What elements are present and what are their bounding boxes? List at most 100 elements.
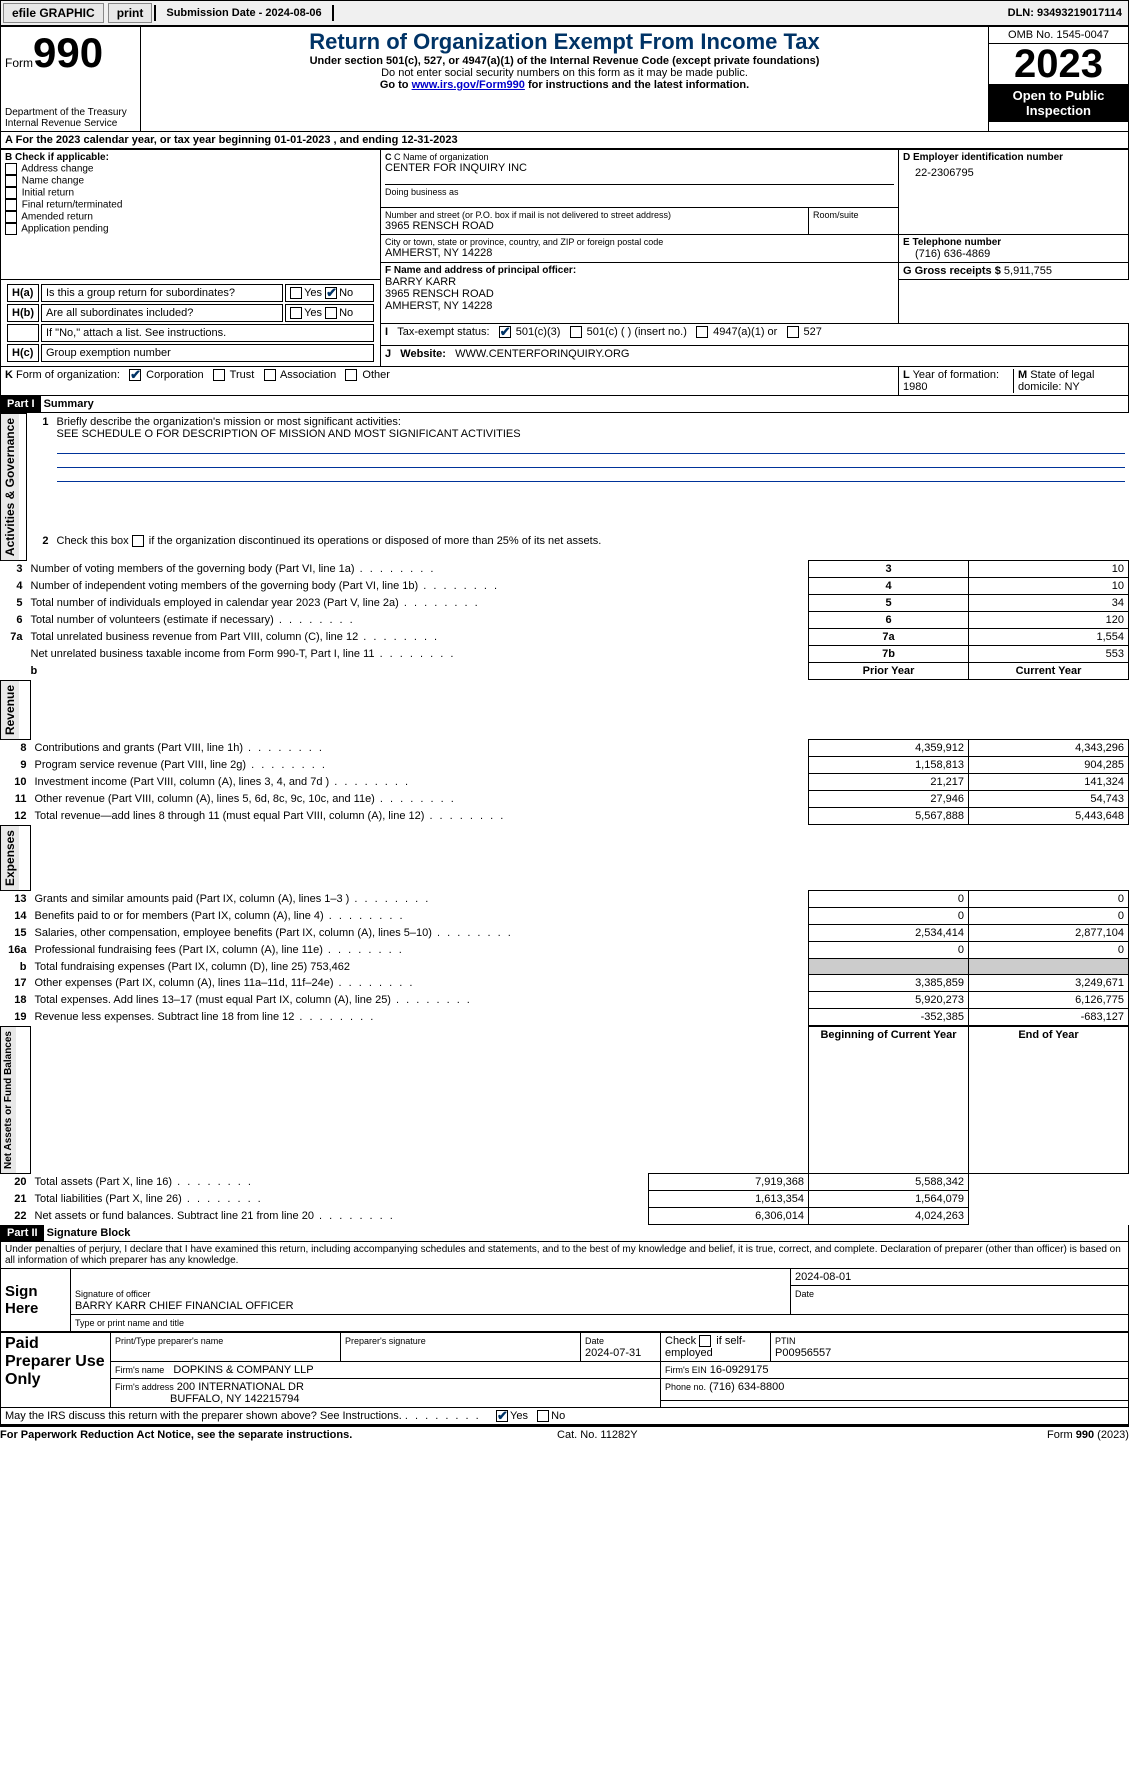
self-employed-checkbox[interactable] <box>699 1335 711 1347</box>
ein-label: D Employer identification number <box>903 152 1063 163</box>
i-checkbox[interactable] <box>570 326 582 338</box>
org-name-label: C C Name of organization <box>385 152 894 162</box>
preparer-block: Paid Preparer Use Only Print/Type prepar… <box>0 1332 1129 1408</box>
b-checkbox[interactable] <box>5 199 17 211</box>
dln: DLN: 93493219017114 <box>1008 7 1128 19</box>
year-formation: 1980 <box>903 381 927 393</box>
i-checkbox[interactable] <box>696 326 708 338</box>
firm-addr-label: Firm's address <box>115 1382 174 1392</box>
phone-label: E Telephone number <box>903 237 1001 248</box>
print-button[interactable]: print <box>108 3 153 23</box>
sign-here-label: Sign Here <box>1 1269 71 1332</box>
ptin: P00956557 <box>775 1347 831 1359</box>
street: 3965 RENSCH ROAD <box>385 220 804 232</box>
officer-street: 3965 RENSCH ROAD <box>385 288 894 300</box>
end-year-header: End of Year <box>969 1027 1129 1174</box>
hb-label: Are all subordinates included? <box>41 304 283 322</box>
city-label: City or town, state or province, country… <box>385 237 894 247</box>
part2-bar: Part II <box>1 1225 44 1241</box>
year-formation-label: Year of formation: <box>913 369 999 381</box>
prior-year-header: Prior Year <box>809 663 969 680</box>
dept-treasury: Department of the Treasury <box>5 107 136 118</box>
ein: 22-2306795 <box>903 163 1124 179</box>
b-checkbox[interactable] <box>5 175 17 187</box>
b-checkbox[interactable] <box>5 187 17 199</box>
subtitle-2: Do not enter social security numbers on … <box>145 67 984 79</box>
vlabel-revenue: Revenue <box>1 681 19 739</box>
sig-date-label: Date <box>795 1289 814 1299</box>
sig-officer: BARRY KARR CHIEF FINANCIAL OFFICER <box>75 1300 294 1312</box>
submission-date: Submission Date - 2024-08-06 <box>154 5 333 21</box>
efile-button[interactable]: efile GRAPHIC <box>3 3 104 23</box>
b-checkbox[interactable] <box>5 163 17 175</box>
ha-label: Is this a group return for subordinates? <box>41 284 283 302</box>
b-checkbox[interactable] <box>5 211 17 223</box>
firm-addr2: BUFFALO, NY 142215794 <box>170 1393 299 1405</box>
vlabel-netassets: Net Assets or Fund Balances <box>1 1027 16 1173</box>
subtitle-1: Under section 501(c), 527, or 4947(a)(1)… <box>145 55 984 67</box>
org-name: CENTER FOR INQUIRY INC <box>385 162 894 174</box>
irs-link[interactable]: www.irs.gov/Form990 <box>412 79 525 91</box>
k-checkbox[interactable] <box>264 369 276 381</box>
i-checkbox[interactable] <box>787 326 799 338</box>
k-checkbox[interactable] <box>345 369 357 381</box>
vlabel-governance: Activities & Governance <box>1 414 19 560</box>
form-number: Form990 <box>5 29 136 77</box>
i-checkbox[interactable] <box>499 326 511 338</box>
website-label: Website: <box>400 348 446 360</box>
may-no-checkbox[interactable] <box>537 1410 549 1422</box>
street-label: Number and street (or P.O. box if mail i… <box>385 210 804 220</box>
gross-receipts: 5,911,755 <box>1004 265 1052 277</box>
room-label: Room/suite <box>813 210 894 220</box>
form-org-label: Form of organization: <box>16 369 120 381</box>
line2: Check this box if the organization disco… <box>53 533 1129 561</box>
firm-name-label: Firm's name <box>115 1365 164 1375</box>
website: WWW.CENTERFORINQUIRY.ORG <box>455 348 629 360</box>
officer-name: BARRY KARR <box>385 276 894 288</box>
phone: (716) 636-4869 <box>903 248 1124 260</box>
k-checkbox[interactable] <box>129 369 141 381</box>
domicile: NY <box>1064 381 1079 393</box>
ha-yes-checkbox[interactable] <box>290 287 302 299</box>
hb-no-checkbox[interactable] <box>325 307 337 319</box>
part1-table: Activities & Governance 1 Briefly descri… <box>0 413 1129 680</box>
gross-receipts-label: G Gross receipts $ <box>903 265 1001 277</box>
form-header: Form990 Department of the Treasury Inter… <box>0 26 1129 132</box>
line2-checkbox[interactable] <box>132 535 144 547</box>
vlabel-expenses: Expenses <box>1 826 19 890</box>
ha-no-checkbox[interactable] <box>325 287 337 299</box>
form-title: Return of Organization Exempt From Incom… <box>145 29 984 55</box>
b-checkbox[interactable] <box>5 223 17 235</box>
firm-phone-label: Phone no. <box>665 1382 706 1392</box>
city: AMHERST, NY 14228 <box>385 247 894 259</box>
firm-ein-label: Firm's EIN <box>665 1365 707 1375</box>
line-a: A For the 2023 calendar year, or tax yea… <box>0 132 1129 149</box>
cat-no: Cat. No. 11282Y <box>557 1429 638 1441</box>
ptin-label: PTIN <box>775 1336 796 1346</box>
form-ref: Form 990 (2023) <box>1047 1429 1129 1441</box>
firm-name: DOPKINS & COMPANY LLP <box>173 1364 313 1376</box>
footer: For Paperwork Reduction Act Notice, see … <box>0 1425 1129 1441</box>
tax-status-label: Tax-exempt status: <box>397 326 489 338</box>
part2-title: Signature Block <box>47 1227 131 1239</box>
tax-year: 2023 <box>989 44 1128 84</box>
irs-label: Internal Revenue Service <box>5 118 136 129</box>
open-inspection: Open to Public Inspection <box>989 84 1128 122</box>
officer-label: F Name and address of principal officer: <box>385 265 894 276</box>
prep-date: 2024-07-31 <box>585 1347 641 1359</box>
domicile-label: State of legal domicile: <box>1018 369 1094 393</box>
prep-sig-label: Preparer's signature <box>345 1336 426 1346</box>
hb-yes-checkbox[interactable] <box>290 307 302 319</box>
k-checkbox[interactable] <box>213 369 225 381</box>
signature-block: Sign Here 2024-08-01 Signature of office… <box>0 1268 1129 1332</box>
firm-ein: 16-0929175 <box>710 1364 769 1376</box>
hb-note: If "No," attach a list. See instructions… <box>41 324 374 342</box>
firm-addr1: 200 INTERNATIONAL DR <box>177 1381 304 1393</box>
sig-date: 2024-08-01 <box>791 1269 1129 1286</box>
toolbar: efile GRAPHIC print Submission Date - 20… <box>0 0 1129 26</box>
line1-value: SEE SCHEDULE O FOR DESCRIPTION OF MISSIO… <box>57 428 521 440</box>
may-yes-checkbox[interactable] <box>496 1410 508 1422</box>
subtitle-3: Go to www.irs.gov/Form990 for instructio… <box>145 79 984 91</box>
beg-year-header: Beginning of Current Year <box>809 1027 969 1174</box>
part1-title: Summary <box>44 398 94 410</box>
